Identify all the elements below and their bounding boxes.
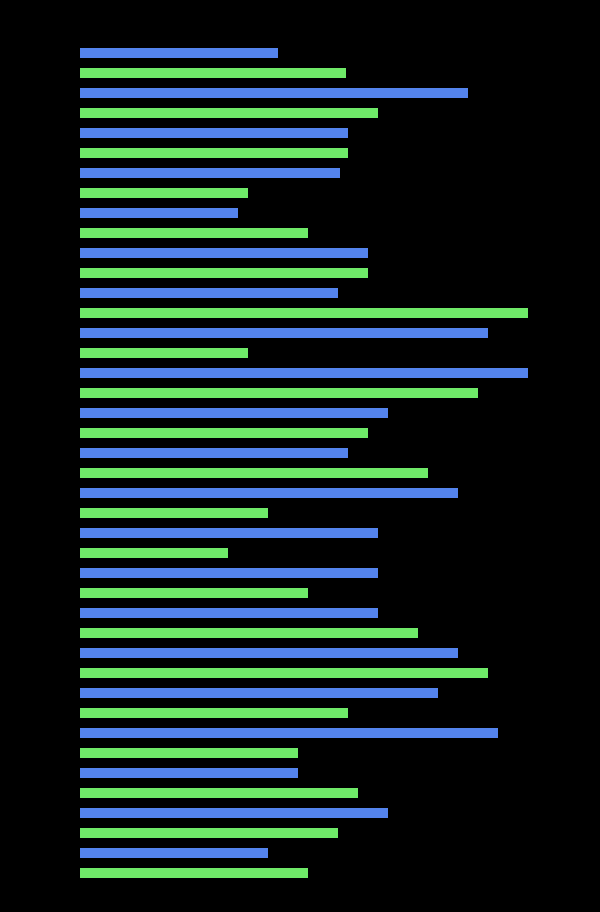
bar-15 bbox=[80, 348, 248, 358]
bar-20 bbox=[80, 448, 348, 458]
bar-21 bbox=[80, 468, 428, 478]
bar-38 bbox=[80, 808, 388, 818]
bar-19 bbox=[80, 428, 368, 438]
bar-1 bbox=[80, 68, 346, 78]
bar-41 bbox=[80, 868, 308, 878]
bar-23 bbox=[80, 508, 268, 518]
bar-8 bbox=[80, 208, 238, 218]
bar-16 bbox=[80, 368, 528, 378]
bar-26 bbox=[80, 568, 378, 578]
bar-32 bbox=[80, 688, 438, 698]
bar-5 bbox=[80, 148, 348, 158]
bar-14 bbox=[80, 328, 488, 338]
bar-25 bbox=[80, 548, 228, 558]
bar-40 bbox=[80, 848, 268, 858]
bar-24 bbox=[80, 528, 378, 538]
bar-12 bbox=[80, 288, 338, 298]
bar-11 bbox=[80, 268, 368, 278]
bar-31 bbox=[80, 668, 488, 678]
bar-22 bbox=[80, 488, 458, 498]
bar-7 bbox=[80, 188, 248, 198]
bar-9 bbox=[80, 228, 308, 238]
bar-0 bbox=[80, 48, 278, 58]
bar-35 bbox=[80, 748, 298, 758]
bar-17 bbox=[80, 388, 478, 398]
bar-4 bbox=[80, 128, 348, 138]
bar-27 bbox=[80, 588, 308, 598]
bar-6 bbox=[80, 168, 340, 178]
bar-37 bbox=[80, 788, 358, 798]
bar-2 bbox=[80, 88, 468, 98]
bar-18 bbox=[80, 408, 388, 418]
bar-13 bbox=[80, 308, 528, 318]
bar-39 bbox=[80, 828, 338, 838]
bar-30 bbox=[80, 648, 458, 658]
bar-3 bbox=[80, 108, 378, 118]
bar-34 bbox=[80, 728, 498, 738]
bar-10 bbox=[80, 248, 368, 258]
bar-33 bbox=[80, 708, 348, 718]
bar-36 bbox=[80, 768, 298, 778]
bar-29 bbox=[80, 628, 418, 638]
bar-28 bbox=[80, 608, 378, 618]
bar-chart bbox=[80, 48, 540, 868]
